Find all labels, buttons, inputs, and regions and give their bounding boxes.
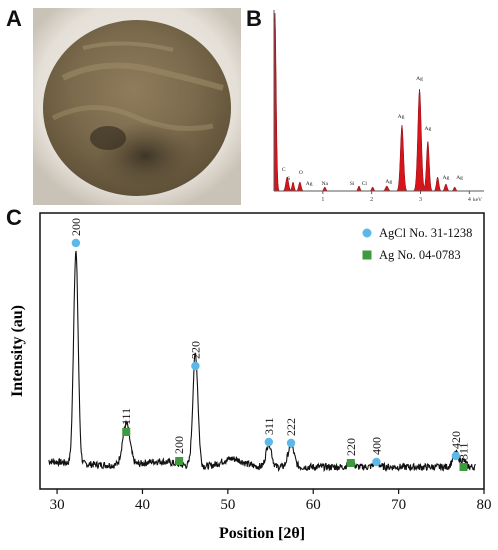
peak-hkl-label: 111 [119, 408, 133, 425]
x-tick-label: 60 [306, 497, 321, 513]
eds-peak-label: Ag [456, 175, 463, 181]
eds-peak-label: C [282, 167, 286, 173]
peak-hkl-label: 220 [188, 341, 202, 359]
x-tick-label: 40 [135, 497, 150, 513]
legend-circle-marker [362, 228, 372, 238]
plot-frame [39, 212, 485, 490]
eds-x-tick-label: 4 [468, 197, 471, 203]
x-tick-label: 30 [50, 497, 65, 513]
peak-hkl-label: 311 [262, 417, 276, 435]
peak-hkl-label: 420 [449, 431, 463, 449]
eds-peak-label: Ag [416, 76, 423, 82]
agcl-peak-marker [451, 451, 461, 461]
eds-peak-label: Ag [424, 126, 431, 132]
peak-hkl-label: 311 [457, 442, 471, 460]
peak-hkl-label: 400 [369, 437, 383, 455]
eds-x-tick-label: 1 [321, 197, 324, 203]
eds-spectrum-area [273, 13, 484, 192]
legend-square-marker [362, 250, 372, 260]
eds-peak-label: Ag [385, 179, 392, 185]
agcl-peak-marker [191, 361, 200, 371]
eds-peak-label: O [299, 170, 303, 176]
eds-x-unit: keV [473, 197, 482, 203]
panel-label-c: C [6, 205, 22, 230]
panel-label-a: A [6, 6, 22, 31]
eds-peak-label: Cl [362, 181, 368, 187]
eds-peak-label: Ag [398, 114, 405, 120]
x-tick-label: 50 [220, 497, 235, 513]
eds-peak-label: Si [350, 181, 355, 187]
legend-entry: Ag No. 04-0783 [379, 248, 461, 262]
eds-peak-label: Na [322, 181, 329, 187]
agcl-peak-marker [71, 238, 81, 248]
legend-entry: AgCl No. 31-1238 [379, 226, 472, 240]
x-tick-label: 70 [391, 497, 406, 513]
xrd-chart: 30 40 50 60 70 80 200 111 200 220 311 222 220 400 420… [9, 212, 492, 542]
eds-peak-label: S [287, 176, 290, 182]
peak-hkl-label: 220 [344, 438, 358, 456]
eds-peak-label: Ag [306, 181, 313, 187]
y-axis-label: Intensity (au) [9, 305, 26, 397]
legend: AgCl No. 31-1238 Ag No. 04-0783 [362, 226, 472, 262]
ag-peak-marker [346, 459, 355, 467]
powder-photo [33, 8, 241, 205]
eds-peak-label: Ag [443, 175, 450, 181]
panel-label-b: B [246, 6, 262, 31]
x-axis-label: Position [2θ] [219, 525, 305, 542]
eds-x-tick-label: 3 [419, 197, 422, 203]
eds-peaks [273, 13, 484, 192]
agcl-peak-marker [286, 438, 296, 448]
eds-x-tick-label: 2 [370, 197, 373, 203]
peak-hkl-label: 222 [284, 418, 298, 436]
peak-hkl-label: 200 [69, 218, 83, 236]
x-tick-label: 80 [477, 497, 492, 513]
ag-peak-marker [175, 457, 184, 465]
peak-hkl-label: 200 [172, 436, 186, 454]
ag-peak-marker [459, 463, 468, 471]
agcl-peak-marker [264, 437, 274, 447]
xrd-series-line [48, 250, 476, 473]
agcl-peak-marker [372, 457, 381, 467]
ag-peak-marker [122, 428, 131, 436]
